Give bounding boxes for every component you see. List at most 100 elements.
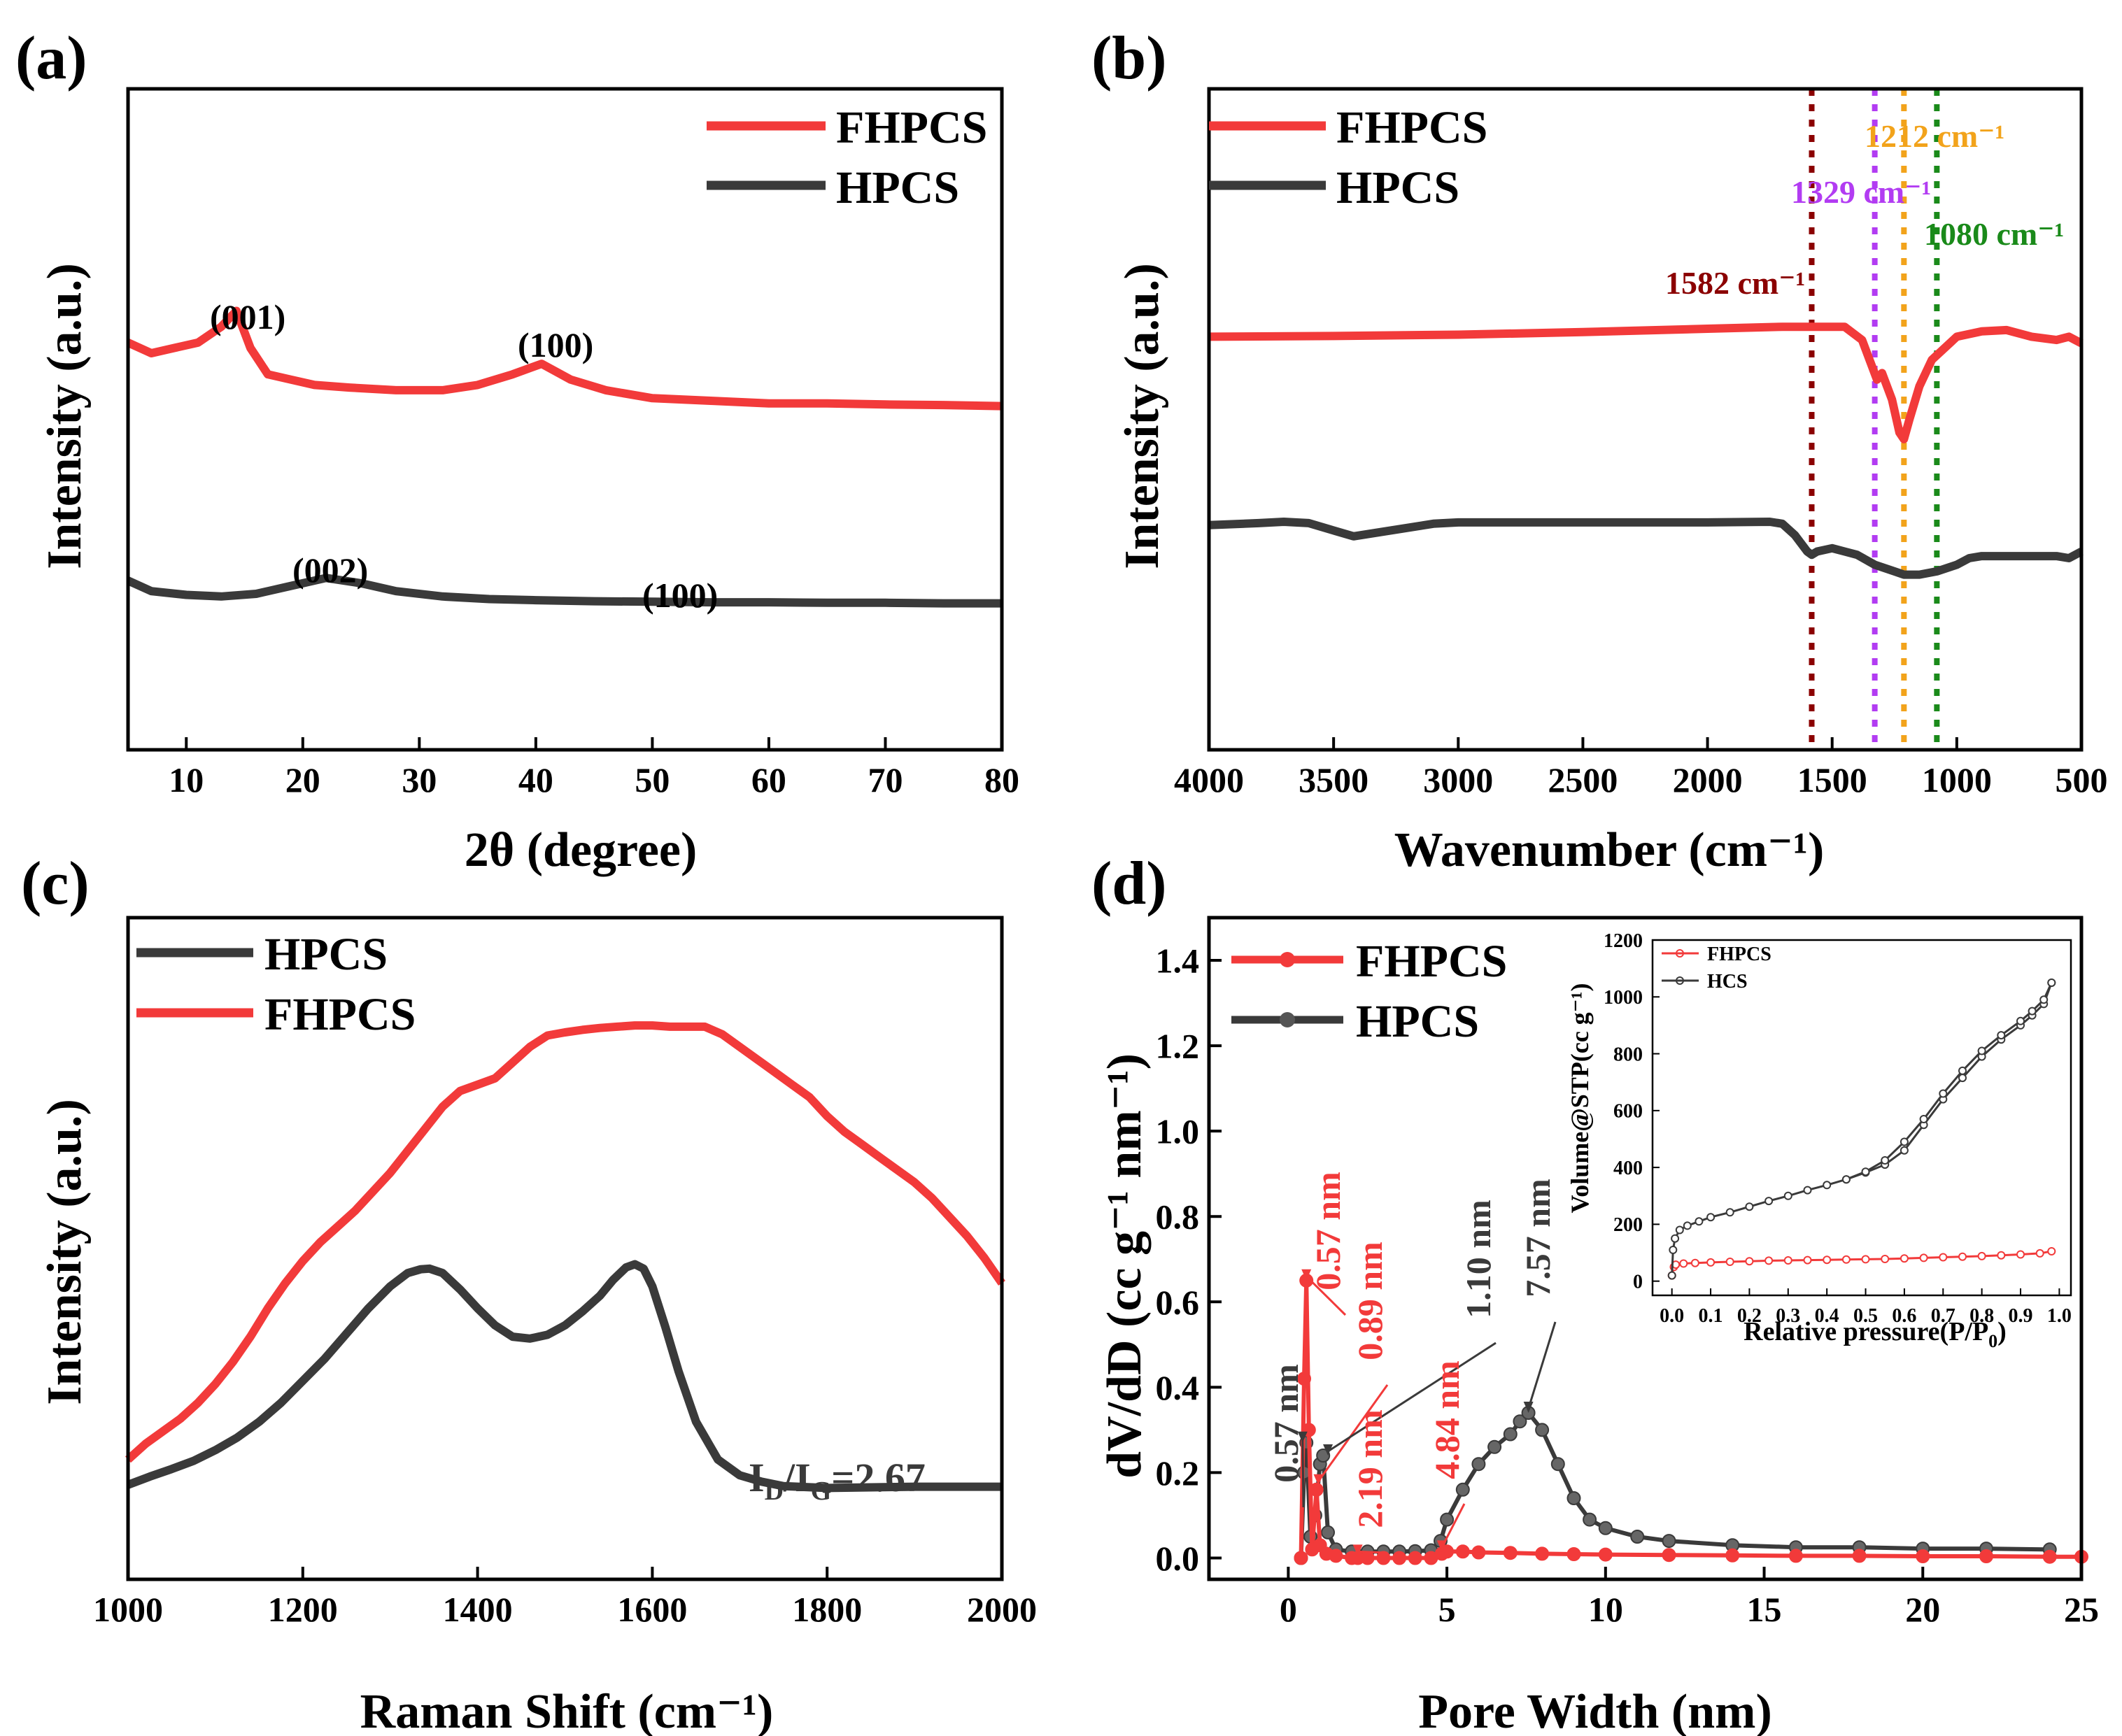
inset-data-point bbox=[1725, 1258, 1734, 1266]
legend-label-hpcs: HPCS bbox=[836, 162, 959, 213]
panel-a-axes: 10 20 30 40 50 60 70 80 bbox=[126, 87, 1019, 799]
x-tick-label: 2500 bbox=[1548, 760, 1618, 799]
series-line-hpcs bbox=[126, 1260, 1002, 1493]
inset-data-point bbox=[1841, 1255, 1851, 1264]
data-point-hpcs bbox=[1316, 1449, 1331, 1463]
y-tick-label: 0.0 bbox=[1156, 1539, 1200, 1578]
x-tick-label: 70 bbox=[868, 760, 903, 799]
x-tick-label: 1800 bbox=[792, 1590, 862, 1629]
inset-data-point bbox=[1675, 1225, 1684, 1235]
reference-label-1582: 1582 cm⁻¹ bbox=[1665, 265, 1805, 301]
y-tick-label: 0.2 bbox=[1156, 1453, 1200, 1493]
inset-data-point bbox=[1919, 1253, 1928, 1262]
inset-data-point bbox=[1745, 1257, 1754, 1266]
panel-label-c: (c) bbox=[21, 850, 90, 918]
legend-marker-fhpcs bbox=[1280, 952, 1295, 967]
data-point-hpcs bbox=[1630, 1530, 1645, 1544]
panel-a-xrd: 10 20 30 40 50 60 70 80 FHPCS HPCS (001) (100) … bbox=[38, 87, 1019, 877]
data-point-fhpcs bbox=[1788, 1549, 1803, 1563]
reference-label-1329: 1329 cm⁻¹ bbox=[1791, 174, 1931, 210]
series-line-fhpcs bbox=[1208, 322, 2084, 443]
pore-size-arrowhead bbox=[1297, 1431, 1308, 1443]
panel-b-legend: FHPCS HPCS bbox=[1209, 102, 1487, 213]
data-point-fhpcs bbox=[1297, 1372, 1311, 1386]
pore-size-label: 0.89 nm bbox=[1350, 1241, 1389, 1360]
x-tick-label: 1000 bbox=[1922, 760, 1992, 799]
data-point-hpcs bbox=[1513, 1414, 1527, 1429]
x-tick-label: 30 bbox=[402, 760, 437, 799]
pore-size-label: 1.10 nm bbox=[1459, 1200, 1498, 1318]
inset-data-point bbox=[1706, 1213, 1716, 1222]
x-tick-label: 0.1 bbox=[1699, 1305, 1723, 1327]
x-tick-label: 0.3 bbox=[1776, 1305, 1800, 1327]
x-tick-label: 500 bbox=[2056, 760, 2108, 799]
inset-data-point bbox=[1997, 1031, 2006, 1040]
x-tick-label: 15 bbox=[1747, 1590, 1782, 1629]
panel-b-ylabel: Intensity (a.u.) bbox=[1115, 263, 1169, 569]
x-tick-label: 1400 bbox=[443, 1590, 513, 1629]
inset-data-point bbox=[1919, 1115, 1928, 1123]
panel-d-axes: 0 5 10 15 20 25 0.0 0.2 0.4 0.6 0.8 1.0 1.2 1.4 bbox=[1156, 916, 2099, 1629]
inset-ylabel: Volume@STP(cc g⁻¹) bbox=[1566, 983, 1594, 1214]
inset-data-point bbox=[1861, 1167, 1870, 1176]
data-point-fhpcs bbox=[1294, 1551, 1308, 1565]
x-tick-label: 0.2 bbox=[1737, 1305, 1762, 1327]
data-point-fhpcs bbox=[1725, 1548, 1740, 1563]
x-tick-label: 60 bbox=[751, 760, 786, 799]
inset-legend-marker-fhpcs bbox=[1676, 949, 1684, 958]
inset-data-point bbox=[1764, 1256, 1774, 1265]
inset-data-point bbox=[1881, 1156, 1890, 1165]
inset-data-point bbox=[1764, 1197, 1774, 1206]
panel-a-ylabel: Intensity (a.u.) bbox=[38, 263, 92, 569]
pore-size-arrow bbox=[1441, 1503, 1466, 1549]
reference-label-1212: 1212 cm⁻¹ bbox=[1865, 118, 2004, 154]
panel-c-raman: 1000 1200 1400 1600 1800 2000 HPCS FHPCS ID/I… bbox=[38, 916, 1037, 1736]
x-tick-label: 10 bbox=[1588, 1590, 1623, 1629]
annotation-100-hpcs: (100) bbox=[642, 576, 718, 615]
data-point-hpcs bbox=[1455, 1482, 1470, 1497]
panel-c-axes: 1000 1200 1400 1600 1800 2000 bbox=[93, 916, 1037, 1629]
x-tick-label: 3500 bbox=[1299, 760, 1368, 799]
inset-data-point bbox=[1958, 1066, 1967, 1075]
x-tick-label: 2000 bbox=[1673, 760, 1743, 799]
x-tick-label: 20 bbox=[1905, 1590, 1940, 1629]
data-point-fhpcs bbox=[1598, 1547, 1613, 1562]
y-tick-label: 1200 bbox=[1604, 930, 1643, 952]
data-point-hpcs bbox=[1440, 1512, 1455, 1527]
data-point-fhpcs bbox=[1535, 1546, 1550, 1561]
x-tick-label: 1600 bbox=[617, 1590, 687, 1629]
x-tick-label: 0.5 bbox=[1853, 1305, 1878, 1327]
x-tick-label: 0.9 bbox=[2009, 1305, 2033, 1327]
x-tick-label: 0.0 bbox=[1660, 1305, 1684, 1327]
inset-legend-label-hcs: HCS bbox=[1707, 971, 1748, 992]
panel-label-d: (d) bbox=[1091, 850, 1167, 918]
panel-c-legend: HPCS FHPCS bbox=[136, 929, 416, 1040]
pore-size-arrowhead bbox=[1323, 1444, 1334, 1456]
inset-data-point bbox=[2039, 995, 2049, 1004]
data-point-hpcs bbox=[1535, 1423, 1550, 1437]
inset-data-point bbox=[1669, 1246, 1678, 1254]
annotation-002: (002) bbox=[292, 550, 368, 590]
y-tick-label: 1.4 bbox=[1156, 941, 1200, 981]
series-line-hpcs bbox=[1208, 518, 2084, 579]
plot-frame bbox=[1207, 87, 2084, 752]
inset-legend-label-fhpcs: FHPCS bbox=[1707, 944, 1771, 965]
inset-legend: FHPCS HCS bbox=[1662, 944, 1771, 992]
x-tick-label: 25 bbox=[2064, 1590, 2099, 1629]
legend-label-hpcs: HPCS bbox=[264, 929, 388, 980]
x-tick-label: 0 bbox=[1280, 1590, 1297, 1629]
data-point-fhpcs bbox=[1440, 1544, 1455, 1559]
inset-data-point bbox=[1977, 1251, 1986, 1260]
x-tick-label: 0.6 bbox=[1892, 1305, 1916, 1327]
x-tick-label: 4000 bbox=[1174, 760, 1244, 799]
annotation-001: (001) bbox=[210, 297, 285, 336]
plot-frame bbox=[1651, 939, 2072, 1297]
y-tick-label: 1.0 bbox=[1156, 1112, 1200, 1151]
x-tick-label: 1.0 bbox=[2047, 1305, 2072, 1327]
panel-c-xlabel: Raman Shift (cm⁻¹) bbox=[360, 1685, 774, 1736]
inset-data-point bbox=[1977, 1046, 1986, 1055]
panel-a-legend: FHPCS HPCS bbox=[707, 102, 987, 213]
y-tick-label: 0.8 bbox=[1156, 1197, 1200, 1237]
data-point-fhpcs bbox=[1408, 1551, 1422, 1565]
